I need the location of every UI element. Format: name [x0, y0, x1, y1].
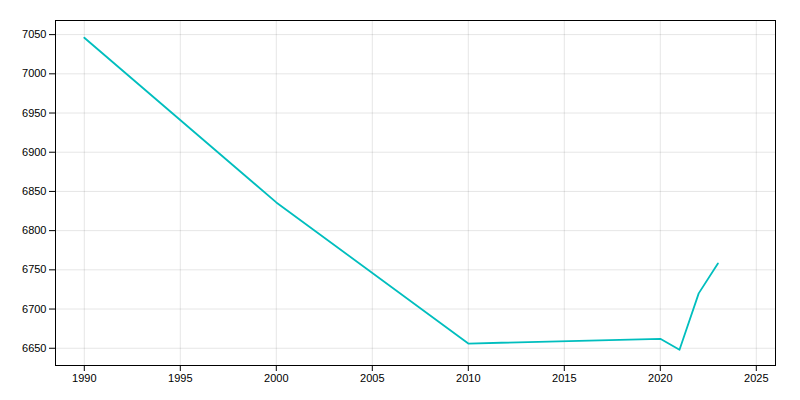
svg-text:6750: 6750 — [22, 263, 46, 275]
svg-text:6800: 6800 — [22, 224, 46, 236]
svg-text:2010: 2010 — [456, 372, 480, 384]
svg-text:1990: 1990 — [72, 372, 96, 384]
svg-text:2005: 2005 — [360, 372, 384, 384]
svg-text:6700: 6700 — [22, 303, 46, 315]
svg-text:6850: 6850 — [22, 185, 46, 197]
svg-text:1995: 1995 — [168, 372, 192, 384]
svg-text:7050: 7050 — [22, 28, 46, 40]
svg-text:2000: 2000 — [264, 372, 288, 384]
svg-text:6650: 6650 — [22, 342, 46, 354]
svg-text:6950: 6950 — [22, 107, 46, 119]
svg-text:6900: 6900 — [22, 146, 46, 158]
svg-text:2015: 2015 — [552, 372, 576, 384]
svg-text:7000: 7000 — [22, 67, 46, 79]
svg-text:2025: 2025 — [744, 372, 768, 384]
svg-text:2020: 2020 — [648, 372, 672, 384]
